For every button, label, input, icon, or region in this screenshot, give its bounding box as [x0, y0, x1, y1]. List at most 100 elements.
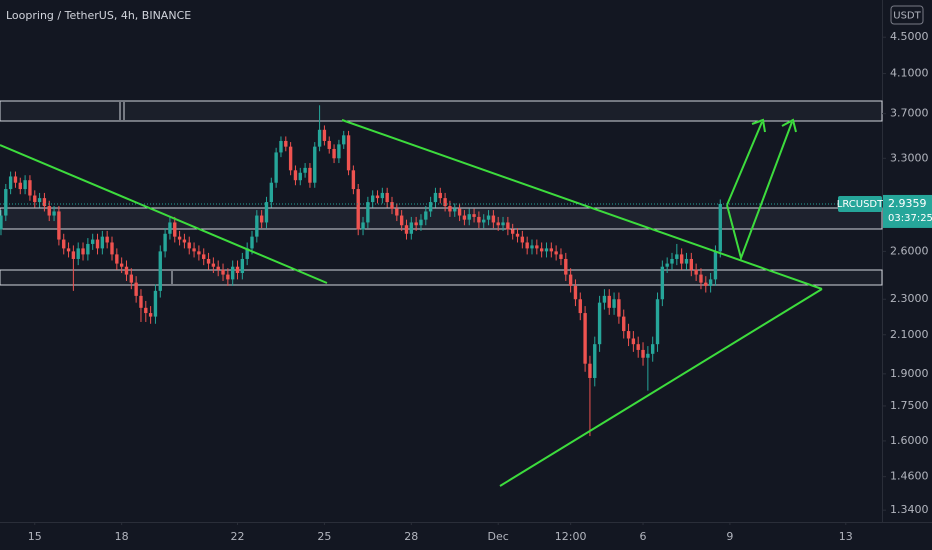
candle-body [399, 215, 404, 226]
candle-body [462, 215, 467, 220]
resistance-zone [0, 207, 883, 230]
arrow-head [751, 118, 766, 133]
candle-body [438, 192, 442, 199]
candle-body [264, 202, 269, 223]
candle-body [684, 258, 689, 264]
y-tick-label: 1.6000 [890, 434, 929, 447]
trend-line [341, 119, 823, 290]
candle-body [549, 248, 553, 252]
candle-body [37, 198, 42, 203]
candle-body [467, 214, 471, 220]
candle-body [617, 299, 621, 317]
candle-body [472, 214, 476, 217]
candle-body [486, 215, 491, 220]
candle-body [139, 295, 143, 308]
countdown-label: 03:37:25 [888, 213, 932, 224]
x-tick-label: 6 [640, 530, 647, 543]
candle-body [129, 274, 133, 283]
candle-body [18, 182, 22, 190]
x-tick-label: 9 [726, 530, 733, 543]
candle-body [665, 263, 669, 267]
candle-body [202, 254, 206, 259]
candle-body [288, 146, 293, 171]
candle-body [148, 313, 153, 317]
candle-body [57, 211, 61, 240]
candle-body [23, 180, 27, 190]
candle-body [564, 258, 568, 275]
candle-body [298, 172, 302, 181]
candle-body [583, 313, 587, 364]
arrow-head [781, 118, 797, 133]
y-tick-label: 3.7000 [890, 107, 929, 120]
y-tick-label: 3.3000 [890, 151, 929, 164]
candle-body [708, 279, 713, 286]
candle-body [231, 266, 235, 280]
candle-body [124, 266, 129, 275]
y-tick-label: 1.9000 [890, 367, 929, 380]
price-label: 2.9359 [888, 197, 927, 210]
candle-body [390, 202, 394, 209]
symbol-label: LRCUSDT [837, 199, 884, 210]
candle-body [554, 251, 558, 255]
candle-body [718, 203, 722, 252]
x-tick-label: 25 [317, 530, 331, 543]
y-tick-label: 2.6000 [890, 244, 929, 257]
candle-body [361, 222, 365, 230]
candle-body [168, 222, 172, 234]
candle-body [197, 251, 201, 255]
candle-body [530, 245, 534, 249]
candle-body [0, 215, 3, 230]
candle-body [433, 192, 438, 203]
x-tick-label: 12:00 [555, 530, 587, 543]
symbol-tag [838, 195, 882, 212]
candle-body [245, 248, 249, 259]
projection-arrow [726, 121, 793, 262]
candle-body [477, 216, 481, 223]
y-tick-label: 4.5000 [890, 30, 929, 43]
y-tick-label: 4.1000 [890, 67, 929, 80]
candle-body [226, 274, 230, 280]
candle-body [332, 148, 336, 159]
candle-body [597, 302, 602, 345]
candle-body [651, 344, 655, 354]
candle-body [4, 189, 8, 216]
candle-body [404, 225, 409, 234]
candle-body [187, 242, 191, 249]
candle-body [409, 222, 413, 234]
candle-body [380, 192, 385, 199]
candle-body [293, 170, 298, 181]
candle-body [240, 258, 245, 273]
candle-body [284, 140, 288, 147]
candle-body [303, 167, 307, 173]
candle-body [158, 251, 162, 291]
x-tick-label: Dec [488, 530, 509, 543]
candle-body [313, 146, 317, 183]
x-tick-label: 22 [231, 530, 245, 543]
x-tick-label: 28 [404, 530, 418, 543]
projection-arrow [726, 121, 763, 206]
candle-body [501, 222, 505, 226]
candle-body [269, 182, 273, 203]
currency-box[interactable] [890, 5, 924, 25]
candle-body [71, 251, 76, 259]
y-tick-label: 1.4600 [890, 470, 929, 483]
candle-body [119, 263, 124, 267]
candle-body [13, 176, 18, 183]
candle-body [221, 269, 225, 275]
candle-body [626, 331, 631, 339]
candle-body [211, 263, 216, 267]
candle-body [679, 254, 684, 264]
x-tick-label: 15 [28, 530, 42, 543]
candle-body [704, 282, 708, 286]
candle-body [216, 266, 220, 270]
currency-label[interactable]: USDT [893, 11, 921, 22]
candle-body [81, 248, 85, 255]
candle-body [279, 140, 283, 153]
candle-body [346, 135, 351, 171]
candle-body [525, 242, 529, 249]
candle-body [206, 258, 211, 264]
candle-body [342, 135, 346, 145]
candle-body [327, 140, 331, 149]
candle-body [539, 248, 544, 252]
